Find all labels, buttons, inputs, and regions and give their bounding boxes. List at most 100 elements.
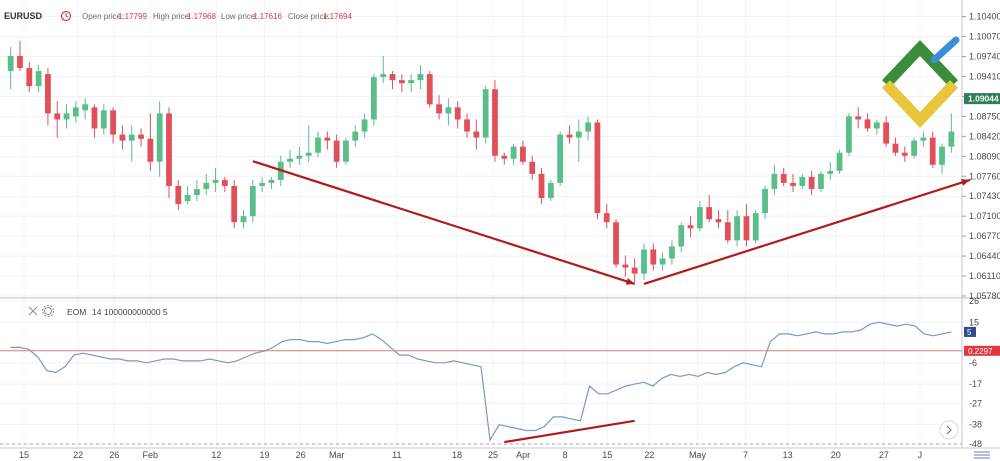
price-tick-label: 1.06440 bbox=[969, 251, 1000, 261]
chevron-right-icon bbox=[946, 425, 952, 435]
close-icon[interactable] bbox=[28, 306, 38, 316]
candle-body bbox=[724, 222, 731, 241]
candle bbox=[855, 107, 862, 129]
candle bbox=[454, 101, 461, 129]
candle bbox=[557, 131, 564, 186]
candle bbox=[669, 240, 675, 265]
candle-body bbox=[650, 249, 657, 265]
candle bbox=[939, 143, 945, 174]
candle-body bbox=[7, 55, 14, 72]
candle-body bbox=[371, 77, 377, 120]
candle-body bbox=[678, 225, 685, 247]
candle-body bbox=[510, 146, 517, 159]
candle-body bbox=[659, 258, 666, 265]
indicator-axis[interactable]: 26 15 -6 -17 -27 -38 -48 bbox=[969, 296, 982, 449]
axis-settings-icon[interactable] bbox=[974, 451, 990, 459]
time-tick-label: 19 bbox=[260, 450, 270, 460]
candle bbox=[333, 134, 340, 168]
time-tick-label: Apr bbox=[516, 450, 530, 460]
indicator-tick-label: 26 bbox=[969, 296, 979, 306]
candle bbox=[72, 101, 79, 123]
symbol-label[interactable]: EURUSD bbox=[4, 11, 43, 21]
time-axis[interactable]: 15 22 26 Feb 12 19 26 Mar 11 18 25 Apr 8 15 22 May 7 13 20… bbox=[19, 450, 922, 460]
candle-body bbox=[622, 264, 629, 268]
candle-body bbox=[762, 188, 768, 214]
time-tick-label: 27 bbox=[879, 450, 889, 460]
high-price-label: High price: bbox=[153, 12, 191, 21]
gear-icon[interactable] bbox=[42, 305, 54, 317]
candle-body bbox=[212, 179, 219, 183]
candle-body bbox=[538, 173, 545, 199]
candle-body bbox=[352, 131, 359, 141]
scroll-right-button[interactable] bbox=[939, 420, 959, 440]
candle-body bbox=[715, 219, 722, 223]
candle-body bbox=[520, 146, 526, 162]
candle-body bbox=[240, 216, 247, 223]
candle bbox=[249, 179, 256, 223]
candle bbox=[408, 74, 415, 93]
candle-body bbox=[221, 179, 228, 186]
candle bbox=[929, 131, 936, 168]
candle bbox=[436, 95, 442, 120]
indicator-tick-label: -17 bbox=[969, 379, 982, 389]
candle bbox=[901, 146, 908, 162]
time-tick-label: 8 bbox=[563, 450, 568, 460]
time-tick-label: 22 bbox=[73, 450, 83, 460]
candle bbox=[156, 101, 163, 177]
candle bbox=[743, 204, 750, 247]
candle bbox=[510, 143, 517, 165]
low-price-value: 1.17616 bbox=[253, 12, 282, 21]
candle bbox=[603, 204, 610, 229]
candle-body bbox=[631, 267, 638, 274]
candle bbox=[827, 161, 834, 180]
candle bbox=[492, 80, 498, 162]
candle bbox=[808, 170, 815, 196]
candle-body bbox=[194, 188, 200, 196]
indicator-legend: EOM 14 100000000000 5 bbox=[28, 305, 168, 317]
candle-body bbox=[706, 207, 713, 220]
candle-body bbox=[100, 110, 107, 129]
candle-body bbox=[333, 140, 340, 162]
price-tick-label: 1.10070 bbox=[969, 32, 1000, 42]
candle bbox=[836, 149, 843, 174]
candle-body bbox=[259, 182, 266, 186]
candle-body bbox=[939, 146, 945, 165]
candle bbox=[501, 152, 508, 165]
candle-body bbox=[184, 195, 191, 202]
time-tick-label: 12 bbox=[211, 450, 221, 460]
candle-body bbox=[827, 170, 834, 174]
arrow-shaft bbox=[252, 160, 636, 285]
price-tick-label: 1.06110 bbox=[969, 271, 1000, 281]
candle bbox=[771, 164, 778, 196]
low-price-label: Low price: bbox=[221, 12, 257, 21]
candle-body bbox=[417, 74, 424, 81]
candle-body bbox=[305, 152, 312, 156]
time-tick-label: 26 bbox=[296, 450, 306, 460]
indicator-tick-label: 15 bbox=[969, 317, 979, 327]
time-tick-label: 20 bbox=[831, 450, 841, 460]
time-tick-label: 13 bbox=[783, 450, 793, 460]
candle-body bbox=[343, 140, 349, 162]
candle bbox=[398, 74, 405, 93]
price-tick-label: 1.09740 bbox=[969, 52, 1000, 62]
candle bbox=[687, 216, 694, 238]
candle-body bbox=[734, 216, 741, 241]
time-tick-label: 22 bbox=[644, 450, 654, 460]
candle bbox=[110, 107, 116, 144]
candle-body bbox=[948, 131, 955, 147]
candle-body bbox=[780, 173, 787, 183]
downtrend-arrow bbox=[252, 160, 636, 285]
candle-body bbox=[63, 113, 70, 120]
candle-body bbox=[883, 122, 890, 144]
clock-icon[interactable] bbox=[60, 10, 72, 22]
candle-body bbox=[594, 122, 601, 214]
candle bbox=[678, 222, 685, 253]
candle-body bbox=[45, 74, 51, 114]
indicator-tick-label: -48 bbox=[969, 439, 982, 449]
candle bbox=[724, 210, 731, 244]
candle-body bbox=[119, 134, 126, 141]
candle bbox=[324, 131, 331, 150]
candle-body bbox=[445, 107, 452, 114]
candle-body bbox=[846, 116, 852, 153]
price-tick-label: 1.07100 bbox=[969, 211, 1000, 221]
